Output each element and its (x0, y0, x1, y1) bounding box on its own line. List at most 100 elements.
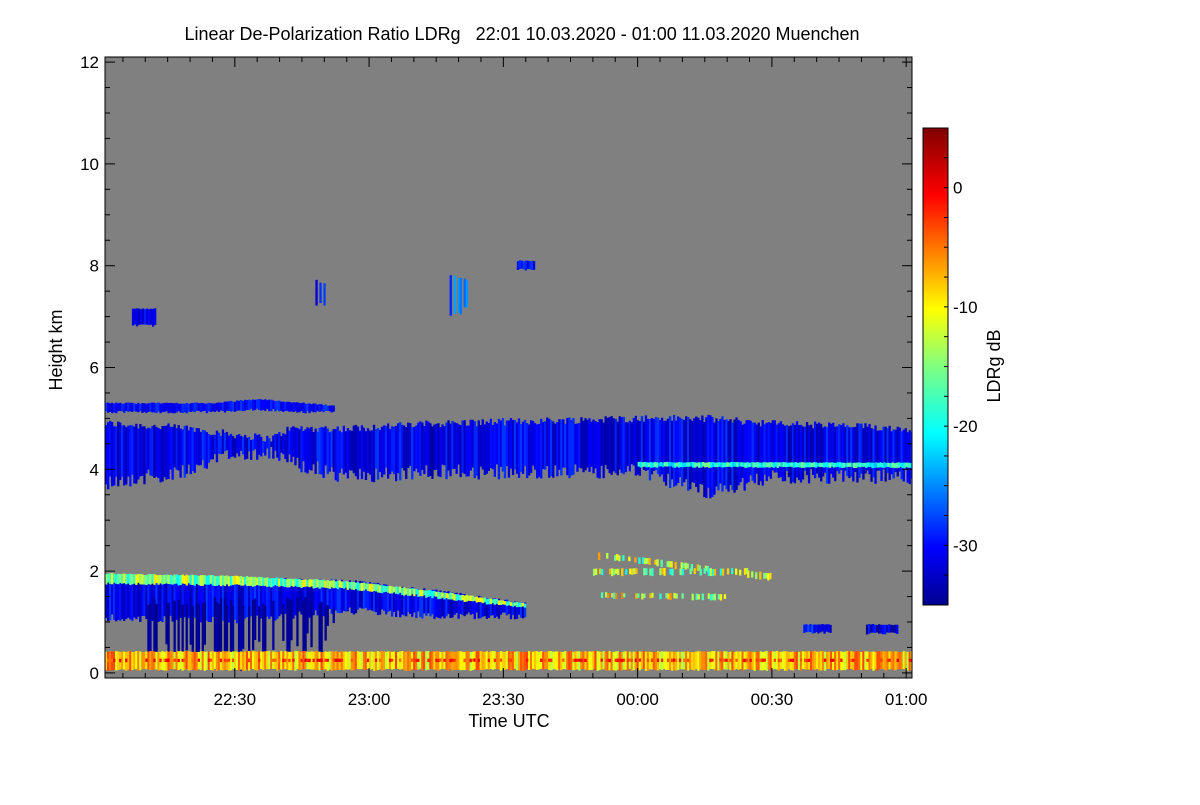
heatmap-cell (751, 571, 754, 578)
heatmap-cell (270, 399, 273, 412)
heatmap-cell (294, 578, 297, 586)
heatmap-cell (127, 425, 130, 477)
heatmap-cell (429, 651, 432, 669)
heatmap-cell (323, 283, 326, 306)
heatmap-cell (836, 651, 839, 670)
heatmap-cell (909, 463, 912, 468)
heatmap-cell (189, 651, 192, 671)
heatmap-cell (290, 580, 293, 619)
heatmap-cell (256, 399, 259, 409)
heatmap-cell (769, 572, 772, 580)
heatmap-cell (290, 427, 293, 463)
heatmap-cell (485, 598, 488, 605)
heatmap-cell (312, 658, 315, 663)
heatmap-cell (288, 658, 291, 663)
heatmap-cell (451, 420, 454, 469)
heatmap-cell (191, 402, 194, 412)
heatmap-cell (771, 651, 774, 670)
heatmap-cell (689, 651, 692, 669)
heatmap-cell (139, 573, 142, 585)
heatmap-cell (370, 584, 374, 592)
heatmap-cell (282, 658, 285, 662)
heatmap-cell (602, 422, 605, 479)
heatmap-cell (342, 582, 345, 611)
heatmap-cell (554, 651, 557, 670)
heatmap-cell (229, 400, 233, 412)
heatmap-cell (175, 402, 178, 413)
heatmap-cell (848, 427, 851, 479)
heatmap-cell (157, 428, 160, 479)
heatmap-cell (274, 578, 277, 586)
heatmap-cell (801, 426, 805, 480)
heatmap-cell (721, 651, 724, 670)
heatmap-cell (524, 260, 528, 271)
heatmap-cell (137, 651, 140, 671)
heatmap-cell (471, 419, 474, 468)
heatmap-cell (600, 592, 604, 598)
heatmap-cell (775, 424, 778, 473)
heatmap-cell (640, 651, 644, 670)
heatmap-cell (393, 651, 396, 670)
heatmap-cell (205, 575, 208, 585)
heatmap-cell (713, 651, 716, 670)
heatmap-cell (544, 658, 547, 662)
heatmap-cell (866, 426, 869, 471)
heatmap-cell (594, 421, 597, 469)
heatmap-cell (536, 424, 539, 479)
heatmap-cell (615, 593, 618, 599)
heatmap-cell (892, 429, 895, 479)
heatmap-cell (145, 428, 148, 474)
heatmap-cell (762, 462, 765, 468)
heatmap-cell (395, 651, 398, 669)
heatmap-cell (674, 561, 677, 570)
heatmap-cell (258, 399, 261, 411)
heatmap-cell (605, 592, 608, 598)
heatmap-cell (528, 424, 531, 476)
heatmap-cell (167, 423, 170, 479)
heatmap-cell (278, 578, 281, 617)
heatmap-cell (189, 597, 192, 645)
heatmap-cell (362, 582, 366, 591)
heatmap-cell (157, 402, 160, 412)
heatmap-cell (772, 462, 775, 468)
heatmap-cell (207, 577, 210, 622)
heatmap-cell (509, 602, 513, 606)
heatmap-cell (274, 658, 277, 662)
heatmap-cell (698, 565, 701, 571)
heatmap-cell (671, 568, 674, 576)
heatmap-cell (328, 405, 331, 412)
heatmap-cell (837, 462, 840, 467)
heatmap-cell (197, 403, 200, 411)
heatmap-cell (272, 435, 275, 459)
heatmap-cell (163, 402, 166, 413)
heatmap-cell (391, 658, 394, 662)
heatmap-cell (878, 624, 881, 634)
heatmap-cell (177, 577, 180, 622)
heatmap-cell (840, 425, 843, 470)
heatmap-cell (179, 578, 182, 618)
heatmap-cell (773, 658, 776, 662)
heatmap-cell (889, 463, 892, 468)
heatmap-cell (457, 595, 460, 619)
heatmap-cell (851, 462, 854, 468)
heatmap-cell (483, 652, 486, 670)
heatmap-cell (485, 597, 488, 619)
heatmap-cell (326, 428, 329, 475)
blob-1 (131, 308, 157, 327)
heatmap-cell (244, 434, 247, 460)
heatmap-cell (310, 426, 313, 471)
heatmap-cell (739, 421, 742, 483)
heatmap-cell (397, 587, 400, 611)
heatmap-cell (153, 574, 156, 585)
heatmap-cell (656, 559, 659, 567)
heatmap-cell (300, 579, 303, 589)
heatmap-cell (592, 568, 596, 576)
heatmap-cell (497, 600, 501, 605)
heatmap-cell (886, 624, 889, 633)
heatmap-cell (352, 581, 355, 615)
heatmap-cell (304, 579, 307, 587)
heatmap-cell (841, 462, 844, 469)
heatmap-cell (574, 658, 577, 662)
heatmap-cell (542, 422, 545, 470)
heatmap-cell (242, 400, 245, 412)
